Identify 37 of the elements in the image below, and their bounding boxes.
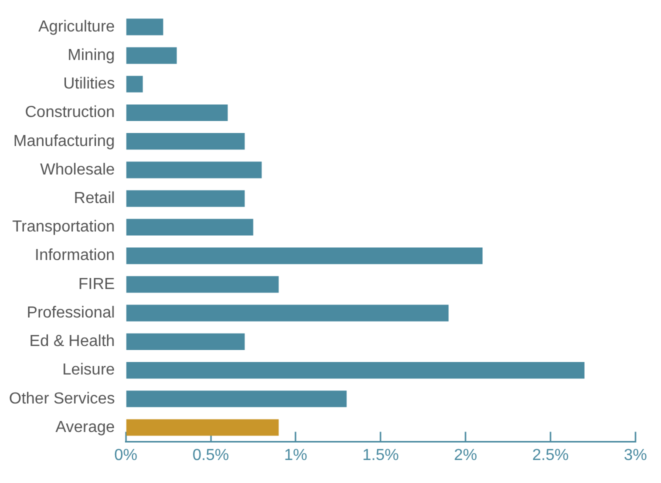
bar (126, 47, 177, 64)
x-tick-label: 2.5% (532, 446, 569, 464)
bar (126, 362, 584, 379)
x-tick-label: 2% (454, 446, 478, 464)
y-tick-label: Construction (24, 104, 115, 122)
bar (126, 104, 228, 122)
y-tick-label: Utilities (63, 76, 115, 93)
x-tick-label: 1% (284, 446, 308, 464)
x-tick-label: 0.5% (192, 446, 229, 464)
bar (126, 218, 254, 236)
bar (126, 390, 347, 408)
y-tick-label: FIRE (78, 276, 115, 293)
y-tick-label: Professional (26, 304, 115, 322)
y-tick-label: Average (56, 418, 115, 436)
y-tick-label: Other Services (9, 390, 115, 408)
x-tick-label: 0% (114, 446, 138, 464)
y-tick-label: Ed & Health (29, 333, 115, 350)
y-tick-label: Agriculture (38, 18, 115, 36)
y-tick-label: Mining (68, 46, 115, 64)
bar (126, 304, 449, 322)
y-tick-label: Retail (74, 190, 115, 207)
bar (126, 18, 164, 36)
y-tick-label: Transportation (12, 218, 115, 236)
y-tick-label: Manufacturing (13, 132, 115, 150)
y-tick-label: Wholesale (40, 161, 115, 178)
bar (126, 190, 245, 207)
bar (126, 133, 245, 150)
y-tick-label: Leisure (62, 362, 115, 379)
x-tick-label: 1.5% (362, 446, 399, 464)
bar (126, 276, 279, 293)
x-tick-label: 3% (624, 446, 647, 464)
bar (126, 419, 279, 436)
y-tick-label: Information (34, 247, 115, 264)
bar (126, 333, 245, 350)
bar (126, 162, 262, 178)
bar (126, 76, 143, 92)
bar (126, 248, 483, 264)
